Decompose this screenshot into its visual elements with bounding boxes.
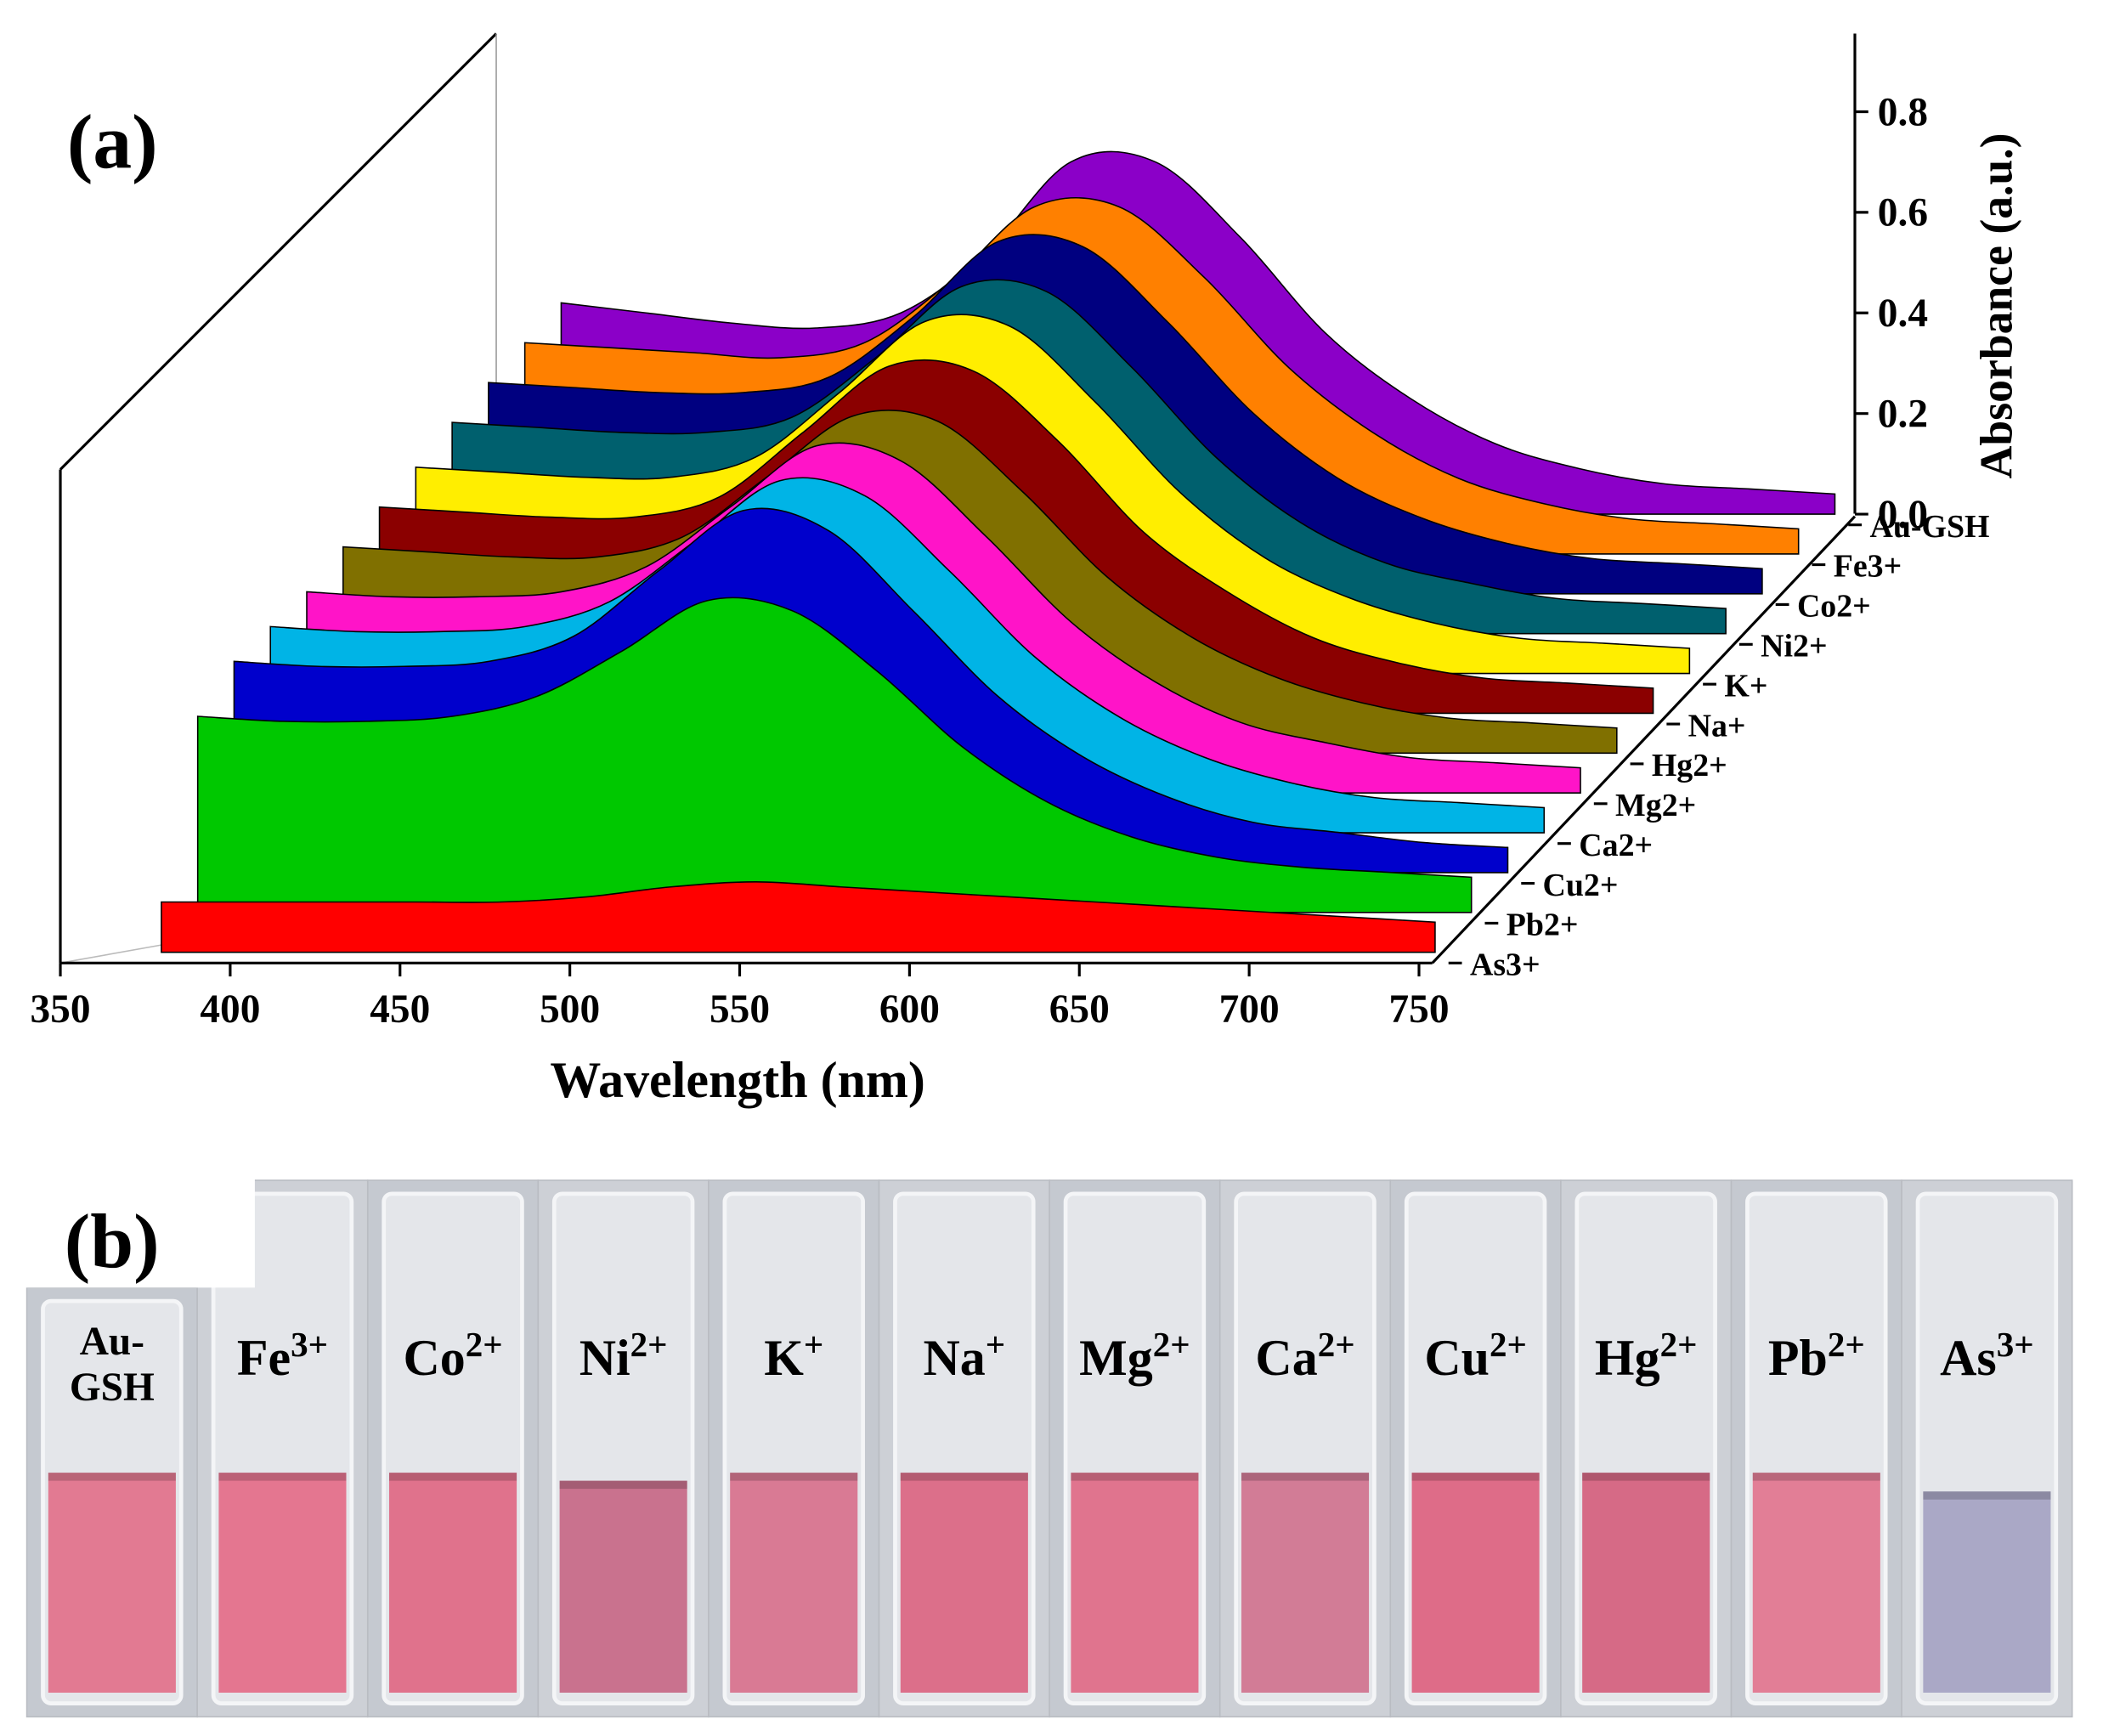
x-tick-label: 350 bbox=[31, 987, 91, 1032]
meniscus bbox=[389, 1473, 517, 1481]
series-label: Fe3+ bbox=[1834, 549, 1902, 585]
y-tick-label: 0.6 bbox=[1878, 191, 1928, 235]
ion-symbol: Hg bbox=[1595, 1330, 1660, 1386]
x-tick-label: 450 bbox=[370, 987, 430, 1032]
ion-charge: 2+ bbox=[1828, 1325, 1865, 1364]
series-label: Hg2+ bbox=[1652, 748, 1727, 783]
meniscus bbox=[1752, 1473, 1880, 1481]
ion-symbol: Ca bbox=[1255, 1330, 1317, 1386]
cuvette-liquid bbox=[1071, 1473, 1199, 1694]
series-label: Cu2+ bbox=[1543, 868, 1619, 903]
series-label: Co2+ bbox=[1797, 589, 1871, 625]
cuvette-liquid bbox=[730, 1473, 858, 1694]
cuvette-label: Ni2+ bbox=[579, 1325, 668, 1386]
x-tick-label: 400 bbox=[200, 987, 260, 1032]
ion-charge: 2+ bbox=[1490, 1325, 1527, 1364]
panel-label: (a) bbox=[67, 98, 158, 184]
ion-symbol: Cu bbox=[1424, 1330, 1490, 1386]
x-tick-label: 750 bbox=[1388, 987, 1449, 1032]
ion-charge: 2+ bbox=[1153, 1325, 1190, 1364]
spectrum bbox=[161, 881, 1436, 953]
y-tick-label: 0.4 bbox=[1878, 291, 1928, 336]
y-tick-label: 0.2 bbox=[1878, 392, 1928, 436]
ion-charge: 3+ bbox=[1997, 1325, 2034, 1364]
spectrum bbox=[196, 597, 1473, 913]
series-label: Pb2+ bbox=[1507, 908, 1579, 943]
cuvette-liquid bbox=[1411, 1473, 1540, 1694]
ion-symbol: K bbox=[764, 1330, 804, 1386]
cuvette-liquid bbox=[218, 1473, 347, 1694]
ion-charge: + bbox=[986, 1325, 1005, 1364]
ion-symbol: Pb bbox=[1768, 1330, 1828, 1386]
y-tick-label: 0.8 bbox=[1878, 90, 1928, 134]
cuvette-label: GSH bbox=[70, 1366, 155, 1410]
ion-symbol: Ni bbox=[579, 1330, 630, 1386]
meniscus bbox=[1241, 1473, 1370, 1481]
x-axis-label: Wavelength (nm) bbox=[550, 1052, 924, 1108]
ion-charge: 2+ bbox=[466, 1325, 503, 1364]
ion-symbol: Fe bbox=[237, 1330, 291, 1386]
cuvette-liquid bbox=[1582, 1473, 1710, 1694]
x-tick-label: 650 bbox=[1049, 987, 1110, 1032]
axes-frame bbox=[59, 32, 1857, 964]
cuvette-label: Au- bbox=[80, 1320, 144, 1364]
x-tick-label: 700 bbox=[1219, 987, 1280, 1032]
cuvette-label: Fe3+ bbox=[237, 1325, 328, 1386]
cuvette-label: Co2+ bbox=[403, 1325, 502, 1386]
cuvette-liquid bbox=[389, 1473, 517, 1694]
axes: Au-GSH Fe3+ Co2+ Ni2+ K+ Na+ Hg2+ Mg2+ Ca2+ Cu2+ P… bbox=[31, 90, 1990, 1032]
ion-symbol: Mg bbox=[1079, 1330, 1153, 1386]
series-label: Ca2+ bbox=[1579, 828, 1653, 863]
cuvette-label: Hg2+ bbox=[1595, 1325, 1698, 1386]
cuvette-liquid bbox=[1752, 1473, 1880, 1694]
cuvette-liquid bbox=[1923, 1491, 2051, 1694]
ion-charge: 2+ bbox=[630, 1325, 668, 1364]
series-label: Ni2+ bbox=[1761, 629, 1827, 664]
series-label: K+ bbox=[1724, 668, 1767, 704]
y-axis-label: Absorbance (a.u.) bbox=[1971, 133, 2022, 478]
meniscus bbox=[730, 1473, 858, 1481]
cuvette-liquid bbox=[559, 1480, 687, 1694]
meniscus bbox=[48, 1473, 176, 1481]
cuvette-label: Pb2+ bbox=[1768, 1325, 1865, 1386]
ion-symbol: Na bbox=[923, 1330, 985, 1386]
label-box bbox=[24, 1177, 255, 1288]
ion-charge: + bbox=[804, 1325, 823, 1364]
panel-label: (b) bbox=[65, 1198, 160, 1285]
series-label: As3+ bbox=[1470, 947, 1541, 983]
meniscus bbox=[1411, 1473, 1540, 1481]
ion-charge: 2+ bbox=[1660, 1325, 1698, 1364]
series-label: Au-GSH bbox=[1870, 509, 1990, 545]
ion-symbol: Co bbox=[403, 1330, 465, 1386]
meniscus bbox=[559, 1480, 687, 1490]
cuvette-liquid bbox=[48, 1473, 176, 1694]
series-label: Mg2+ bbox=[1615, 788, 1696, 823]
cuvette-label: As3+ bbox=[1940, 1325, 2034, 1386]
cuvette-label: Mg2+ bbox=[1079, 1325, 1190, 1386]
ion-charge: 2+ bbox=[1318, 1325, 1355, 1364]
cuvette-liquid bbox=[900, 1473, 1028, 1694]
cuvette-label: Na+ bbox=[923, 1325, 1005, 1386]
spectra bbox=[161, 150, 1836, 953]
meniscus bbox=[1582, 1473, 1710, 1481]
cuvette-liquid bbox=[1241, 1473, 1370, 1694]
series-label: Na+ bbox=[1688, 708, 1746, 744]
ion-symbol: As bbox=[1940, 1330, 1997, 1386]
ion-charge: 3+ bbox=[291, 1325, 328, 1364]
cuvette-label: K+ bbox=[764, 1325, 823, 1386]
meniscus bbox=[218, 1473, 347, 1481]
cuvette-label: Ca2+ bbox=[1255, 1325, 1354, 1386]
meniscus bbox=[1071, 1473, 1199, 1481]
meniscus bbox=[900, 1473, 1028, 1481]
x-tick-label: 500 bbox=[540, 987, 600, 1032]
y-tick-label: 0.0 bbox=[1878, 493, 1928, 537]
meniscus bbox=[1923, 1491, 2051, 1500]
cuvette-label: Cu2+ bbox=[1424, 1325, 1527, 1386]
x-tick-label: 600 bbox=[879, 987, 940, 1032]
x-tick-label: 550 bbox=[709, 987, 770, 1032]
